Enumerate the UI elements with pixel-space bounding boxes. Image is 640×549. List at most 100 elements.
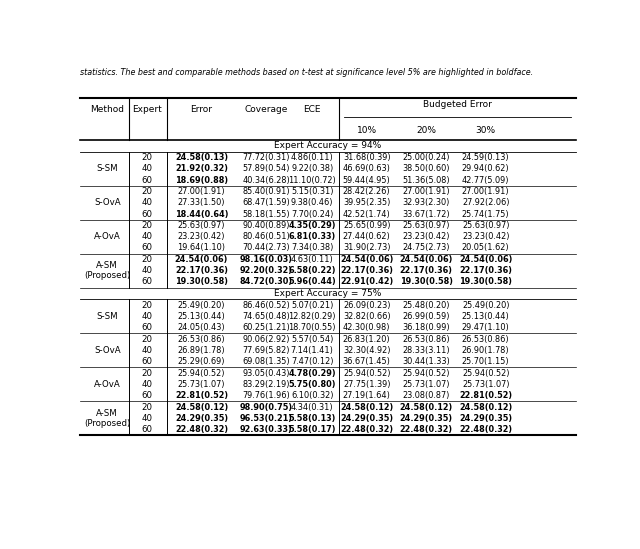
- Text: 25.63(0.97): 25.63(0.97): [403, 221, 450, 230]
- Text: 5.75(0.80): 5.75(0.80): [289, 380, 336, 389]
- Text: 83.29(2.19): 83.29(2.19): [243, 380, 290, 389]
- Text: 40: 40: [141, 312, 152, 321]
- Text: 5.57(0.54): 5.57(0.54): [291, 335, 333, 344]
- Text: 25.29(0.69): 25.29(0.69): [178, 357, 225, 366]
- Text: 20: 20: [141, 368, 152, 378]
- Text: 40: 40: [141, 380, 152, 389]
- Text: 86.46(0.52): 86.46(0.52): [242, 301, 290, 310]
- Text: 5.15(0.31): 5.15(0.31): [291, 187, 333, 196]
- Text: 22.17(0.36): 22.17(0.36): [460, 266, 512, 275]
- Text: S-SM: S-SM: [97, 164, 118, 173]
- Text: 40: 40: [141, 198, 152, 207]
- Text: 24.05(0.43): 24.05(0.43): [178, 323, 225, 332]
- Text: A-OvA: A-OvA: [94, 380, 121, 389]
- Text: 90.40(0.89): 90.40(0.89): [243, 221, 290, 230]
- Text: 18.70(0.55): 18.70(0.55): [289, 323, 336, 332]
- Text: 51.36(5.08): 51.36(5.08): [403, 176, 450, 184]
- Text: 96.53(0.21): 96.53(0.21): [239, 414, 292, 423]
- Text: 11.10(0.72): 11.10(0.72): [288, 176, 336, 184]
- Text: 4.63(0.11): 4.63(0.11): [291, 255, 333, 264]
- Text: Method: Method: [90, 105, 124, 114]
- Text: 22.48(0.32): 22.48(0.32): [340, 425, 393, 434]
- Text: 42.77(5.09): 42.77(5.09): [462, 176, 509, 184]
- Text: 24.54(0.06): 24.54(0.06): [340, 255, 394, 264]
- Text: 26.53(0.86): 26.53(0.86): [403, 335, 450, 344]
- Text: Error: Error: [191, 105, 212, 114]
- Text: 24.58(0.12): 24.58(0.12): [175, 402, 228, 412]
- Text: 31.90(2.73): 31.90(2.73): [343, 244, 390, 253]
- Text: 19.64(1.10): 19.64(1.10): [177, 244, 225, 253]
- Text: 74.65(0.48): 74.65(0.48): [242, 312, 290, 321]
- Text: 24.58(0.12): 24.58(0.12): [399, 402, 453, 412]
- Text: 7.14(1.41): 7.14(1.41): [291, 346, 333, 355]
- Text: 4.35(0.29): 4.35(0.29): [289, 221, 336, 230]
- Text: 4.86(0.11): 4.86(0.11): [291, 153, 333, 162]
- Text: 26.09(0.23): 26.09(0.23): [343, 301, 390, 310]
- Text: 46.69(0.63): 46.69(0.63): [343, 164, 390, 173]
- Text: 19.30(0.58): 19.30(0.58): [400, 277, 452, 287]
- Text: 24.58(0.13): 24.58(0.13): [175, 153, 228, 162]
- Text: A-SM
(Proposed): A-SM (Proposed): [84, 409, 131, 428]
- Text: Expert Accuracy = 75%: Expert Accuracy = 75%: [275, 289, 381, 298]
- Text: 90.06(2.92): 90.06(2.92): [243, 335, 290, 344]
- Text: 22.17(0.36): 22.17(0.36): [400, 266, 452, 275]
- Text: 4.34(0.31): 4.34(0.31): [291, 402, 333, 412]
- Text: 20: 20: [141, 255, 152, 264]
- Text: 38.50(0.60): 38.50(0.60): [403, 164, 450, 173]
- Text: 69.08(1.35): 69.08(1.35): [242, 357, 290, 366]
- Text: 60: 60: [141, 210, 152, 219]
- Text: 25.73(1.07): 25.73(1.07): [403, 380, 450, 389]
- Text: ECE: ECE: [303, 105, 321, 114]
- Text: 25.94(0.52): 25.94(0.52): [462, 368, 509, 378]
- Text: 92.20(0.32): 92.20(0.32): [239, 266, 292, 275]
- Text: 40: 40: [141, 346, 152, 355]
- Text: 24.54(0.06): 24.54(0.06): [175, 255, 228, 264]
- Text: 6.10(0.32): 6.10(0.32): [291, 391, 333, 400]
- Text: 98.90(0.75): 98.90(0.75): [239, 402, 292, 412]
- Text: 40: 40: [141, 414, 152, 423]
- Text: 98.16(0.03): 98.16(0.03): [239, 255, 292, 264]
- Text: 22.48(0.32): 22.48(0.32): [399, 425, 452, 434]
- Text: 40: 40: [141, 266, 152, 275]
- Text: 10%: 10%: [356, 126, 377, 135]
- Text: 20: 20: [141, 187, 152, 196]
- Text: 25.94(0.52): 25.94(0.52): [178, 368, 225, 378]
- Text: 22.48(0.32): 22.48(0.32): [459, 425, 512, 434]
- Text: 22.17(0.36): 22.17(0.36): [340, 266, 393, 275]
- Text: 25.73(1.07): 25.73(1.07): [462, 380, 509, 389]
- Text: 20: 20: [141, 402, 152, 412]
- Text: 30.44(1.33): 30.44(1.33): [403, 357, 450, 366]
- Text: 23.08(0.87): 23.08(0.87): [403, 391, 450, 400]
- Text: 29.47(1.10): 29.47(1.10): [462, 323, 509, 332]
- Text: 27.19(1.64): 27.19(1.64): [343, 391, 390, 400]
- Text: 20: 20: [141, 335, 152, 344]
- Text: 25.94(0.52): 25.94(0.52): [343, 368, 390, 378]
- Text: 20: 20: [141, 153, 152, 162]
- Text: 7.47(0.12): 7.47(0.12): [291, 357, 333, 366]
- Text: 60: 60: [141, 323, 152, 332]
- Text: 24.54(0.06): 24.54(0.06): [459, 255, 513, 264]
- Text: 18.44(0.64): 18.44(0.64): [175, 210, 228, 219]
- Text: 20%: 20%: [416, 126, 436, 135]
- Text: 24.54(0.06): 24.54(0.06): [399, 255, 453, 264]
- Text: statistics. The best and comparable methods based on t-test at significance leve: statistics. The best and comparable meth…: [80, 68, 533, 77]
- Text: 28.33(3.11): 28.33(3.11): [403, 346, 450, 355]
- Text: 60: 60: [141, 244, 152, 253]
- Text: 24.58(0.12): 24.58(0.12): [459, 402, 513, 412]
- Text: 25.00(0.24): 25.00(0.24): [403, 153, 450, 162]
- Text: 25.49(0.20): 25.49(0.20): [178, 301, 225, 310]
- Text: 18.69(0.88): 18.69(0.88): [175, 176, 228, 184]
- Text: 21.92(0.32): 21.92(0.32): [175, 164, 228, 173]
- Text: 79.76(1.96): 79.76(1.96): [242, 391, 290, 400]
- Text: 12.82(0.29): 12.82(0.29): [289, 312, 336, 321]
- Text: A-OvA: A-OvA: [94, 232, 121, 241]
- Text: 22.91(0.42): 22.91(0.42): [340, 277, 394, 287]
- Text: 25.48(0.20): 25.48(0.20): [403, 301, 450, 310]
- Text: 22.48(0.32): 22.48(0.32): [175, 425, 228, 434]
- Text: 25.70(1.15): 25.70(1.15): [462, 357, 509, 366]
- Text: 68.47(1.59): 68.47(1.59): [242, 198, 290, 207]
- Text: 25.49(0.20): 25.49(0.20): [462, 301, 509, 310]
- Text: 57.89(0.54): 57.89(0.54): [243, 164, 290, 173]
- Text: 23.23(0.42): 23.23(0.42): [403, 232, 450, 241]
- Text: 92.63(0.33): 92.63(0.33): [239, 425, 292, 434]
